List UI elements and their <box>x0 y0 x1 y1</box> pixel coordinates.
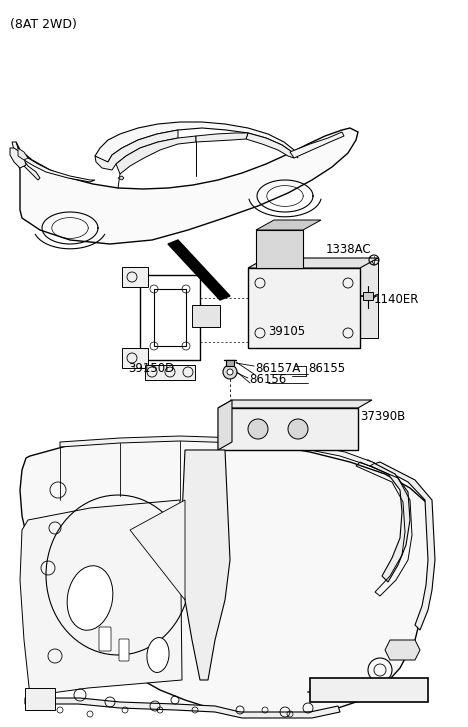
Polygon shape <box>196 133 248 142</box>
Polygon shape <box>374 462 435 630</box>
FancyBboxPatch shape <box>119 639 129 661</box>
Polygon shape <box>20 500 182 696</box>
Text: 1338AC: 1338AC <box>326 243 372 256</box>
Polygon shape <box>25 688 55 710</box>
Text: 86155: 86155 <box>308 362 345 375</box>
Text: 39150D: 39150D <box>128 362 174 375</box>
Polygon shape <box>122 348 148 368</box>
Polygon shape <box>192 305 220 327</box>
Circle shape <box>248 419 268 439</box>
Polygon shape <box>16 150 95 182</box>
Circle shape <box>227 369 233 375</box>
Polygon shape <box>226 360 234 366</box>
Polygon shape <box>118 176 124 180</box>
Polygon shape <box>154 289 186 346</box>
Polygon shape <box>168 240 230 300</box>
Polygon shape <box>95 130 178 170</box>
Polygon shape <box>130 500 185 600</box>
Text: REF.60-640: REF.60-640 <box>319 680 391 693</box>
Ellipse shape <box>147 638 169 672</box>
Polygon shape <box>218 400 232 450</box>
Polygon shape <box>246 133 294 158</box>
Polygon shape <box>116 136 196 174</box>
Text: 1140ER: 1140ER <box>374 293 419 306</box>
Text: 37390B: 37390B <box>360 410 405 423</box>
Polygon shape <box>12 142 40 180</box>
Polygon shape <box>122 267 148 287</box>
Polygon shape <box>180 450 230 680</box>
Polygon shape <box>248 268 360 348</box>
Polygon shape <box>18 148 28 160</box>
Polygon shape <box>256 230 303 268</box>
Polygon shape <box>95 122 298 162</box>
Polygon shape <box>385 640 420 660</box>
Text: 39105: 39105 <box>268 325 305 338</box>
Polygon shape <box>20 438 432 714</box>
FancyBboxPatch shape <box>99 627 111 651</box>
Polygon shape <box>256 220 321 230</box>
Polygon shape <box>145 365 195 380</box>
Polygon shape <box>290 132 344 158</box>
Polygon shape <box>25 698 340 718</box>
Polygon shape <box>363 292 373 300</box>
Polygon shape <box>16 128 358 244</box>
Text: (8AT 2WD): (8AT 2WD) <box>10 18 77 31</box>
Circle shape <box>288 419 308 439</box>
Text: 86157A: 86157A <box>255 362 300 375</box>
Polygon shape <box>218 400 372 408</box>
Text: 86156: 86156 <box>249 373 286 386</box>
Circle shape <box>223 365 237 379</box>
Polygon shape <box>362 460 410 582</box>
Ellipse shape <box>67 566 113 630</box>
Polygon shape <box>10 148 26 168</box>
Polygon shape <box>266 258 378 338</box>
FancyBboxPatch shape <box>310 678 428 702</box>
Polygon shape <box>248 258 378 268</box>
Polygon shape <box>60 436 375 466</box>
Polygon shape <box>218 408 358 450</box>
